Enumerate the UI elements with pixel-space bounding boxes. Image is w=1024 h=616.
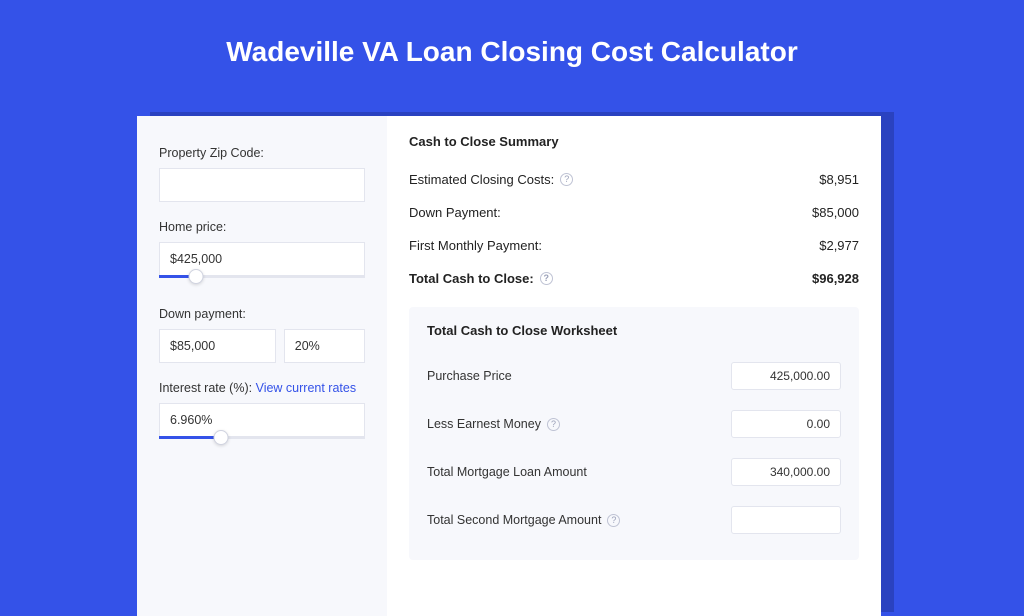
zip-input[interactable] (159, 168, 365, 202)
interest-input[interactable] (159, 403, 365, 437)
help-icon[interactable]: ? (547, 418, 560, 431)
worksheet-row-value[interactable] (731, 506, 841, 534)
slider-thumb[interactable] (213, 430, 228, 445)
summary-heading: Cash to Close Summary (409, 134, 859, 149)
summary-row: Down Payment: $85,000 (409, 196, 859, 229)
worksheet-row: Less Earnest Money? 0.00 (427, 400, 841, 448)
interest-label-row: Interest rate (%): View current rates (159, 381, 365, 395)
down-payment-pct-input[interactable] (284, 329, 365, 363)
summary-total-value: $96,928 (812, 271, 859, 286)
home-price-field: Home price: (159, 220, 365, 289)
worksheet-heading: Total Cash to Close Worksheet (427, 323, 841, 338)
inputs-panel: Property Zip Code: Home price: Down paym… (137, 116, 387, 616)
summary-row-value: $85,000 (812, 205, 859, 220)
zip-field: Property Zip Code: (159, 146, 365, 202)
worksheet-box: Total Cash to Close Worksheet Purchase P… (409, 307, 859, 560)
summary-row-label: Down Payment: (409, 205, 501, 220)
home-price-label: Home price: (159, 220, 365, 234)
worksheet-row: Purchase Price 425,000.00 (427, 352, 841, 400)
zip-label: Property Zip Code: (159, 146, 365, 160)
home-price-slider[interactable] (159, 275, 365, 289)
help-icon[interactable]: ? (540, 272, 553, 285)
worksheet-row-value[interactable]: 340,000.00 (731, 458, 841, 486)
summary-total-row: Total Cash to Close: ? $96,928 (409, 262, 859, 295)
worksheet-row-label: Purchase Price (427, 369, 512, 383)
down-payment-input[interactable] (159, 329, 276, 363)
interest-label: Interest rate (%): (159, 381, 252, 395)
interest-field: Interest rate (%): View current rates (159, 381, 365, 450)
summary-total-label: Total Cash to Close: (409, 271, 534, 286)
calculator-card: Property Zip Code: Home price: Down paym… (137, 116, 881, 616)
summary-row-label: First Monthly Payment: (409, 238, 542, 253)
down-payment-label: Down payment: (159, 307, 365, 321)
worksheet-row-label: Less Earnest Money (427, 417, 541, 431)
worksheet-row-value[interactable]: 0.00 (731, 410, 841, 438)
summary-row: First Monthly Payment: $2,977 (409, 229, 859, 262)
worksheet-row-label: Total Second Mortgage Amount (427, 513, 601, 527)
summary-list: Estimated Closing Costs:? $8,951 Down Paym… (409, 163, 859, 262)
interest-slider[interactable] (159, 436, 365, 450)
summary-row-value: $8,951 (819, 172, 859, 187)
worksheet-row-value[interactable]: 425,000.00 (731, 362, 841, 390)
help-icon[interactable]: ? (607, 514, 620, 527)
worksheet-row-label: Total Mortgage Loan Amount (427, 465, 587, 479)
summary-row-label: Estimated Closing Costs: (409, 172, 554, 187)
worksheet-row: Total Second Mortgage Amount? (427, 496, 841, 544)
slider-fill (159, 436, 221, 439)
worksheet-row: Total Mortgage Loan Amount 340,000.00 (427, 448, 841, 496)
summary-row: Estimated Closing Costs:? $8,951 (409, 163, 859, 196)
results-panel: Cash to Close Summary Estimated Closing … (387, 116, 881, 616)
down-payment-field: Down payment: (159, 307, 365, 363)
worksheet-list: Purchase Price 425,000.00 Less Earnest Mon… (427, 352, 841, 544)
view-rates-link[interactable]: View current rates (256, 381, 357, 395)
summary-row-value: $2,977 (819, 238, 859, 253)
help-icon[interactable]: ? (560, 173, 573, 186)
slider-thumb[interactable] (189, 269, 204, 284)
page-title: Wadeville VA Loan Closing Cost Calculato… (0, 0, 1024, 92)
